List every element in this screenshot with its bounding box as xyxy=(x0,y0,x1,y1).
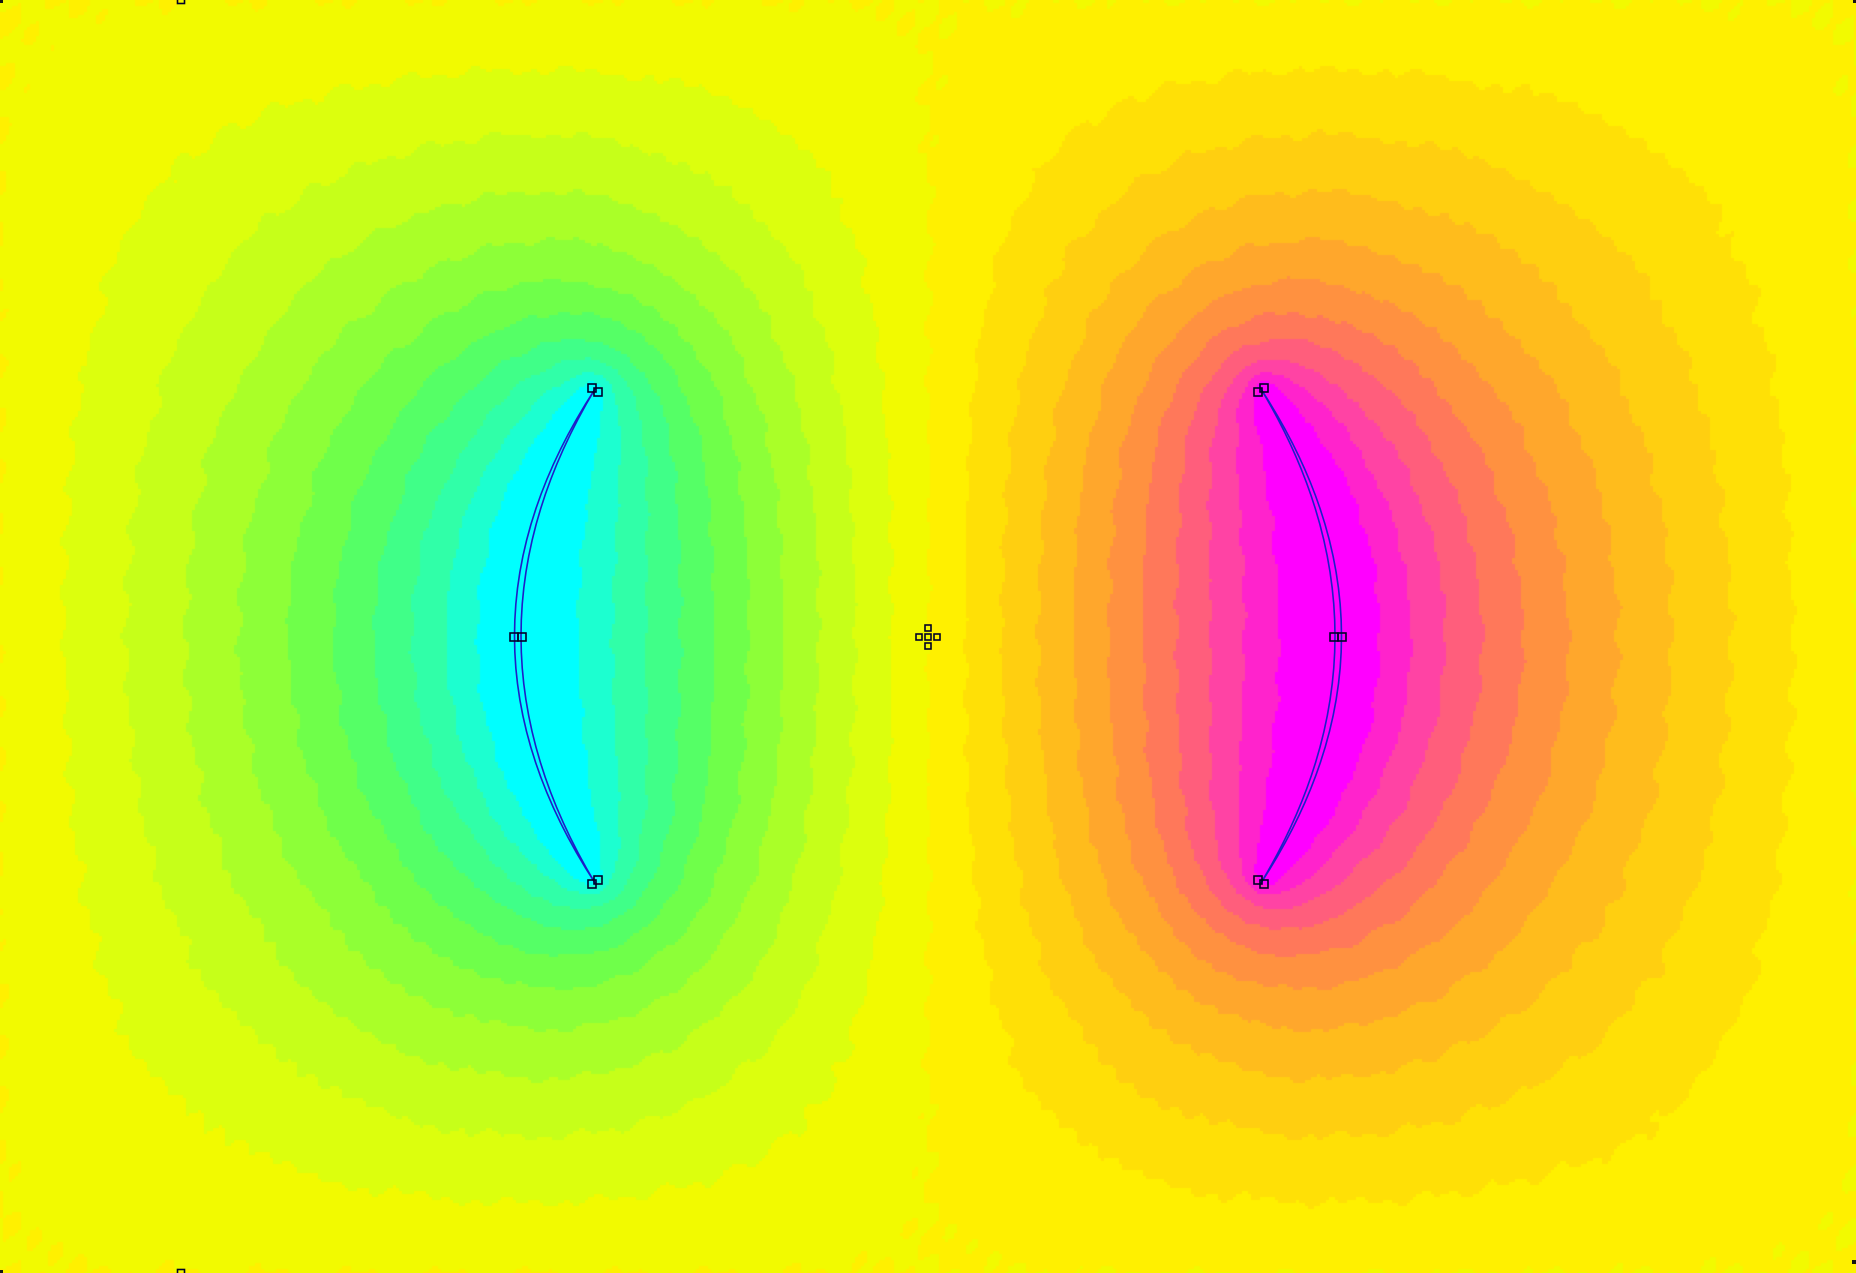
center-point-handle[interactable] xyxy=(924,642,932,650)
arc-curve-left-outer[interactable] xyxy=(513,388,596,884)
center-point-handle[interactable] xyxy=(933,633,941,641)
arc-control-handle[interactable] xyxy=(1329,632,1339,642)
corner-chip xyxy=(1852,1260,1856,1264)
corner-chip xyxy=(0,1270,3,1273)
arc-curve-right-inner[interactable] xyxy=(1260,388,1336,884)
arc-control-handle[interactable] xyxy=(1253,387,1263,397)
arc-control-handle[interactable] xyxy=(1253,875,1263,885)
corner-chip xyxy=(1853,0,1856,3)
center-point-handle[interactable] xyxy=(915,633,923,641)
center-point-handle[interactable] xyxy=(924,633,932,641)
arc-curve-left-inner[interactable] xyxy=(520,388,596,884)
edge-point-marker[interactable] xyxy=(176,1268,186,1273)
arc-control-handle[interactable] xyxy=(517,632,527,642)
center-point-handle[interactable] xyxy=(924,624,932,632)
arc-curve-right-outer[interactable] xyxy=(1260,388,1343,884)
arc-control-handle[interactable] xyxy=(593,387,603,397)
edge-point-marker[interactable] xyxy=(176,0,186,5)
arc-control-handle[interactable] xyxy=(593,875,603,885)
corner-chip xyxy=(0,0,3,3)
